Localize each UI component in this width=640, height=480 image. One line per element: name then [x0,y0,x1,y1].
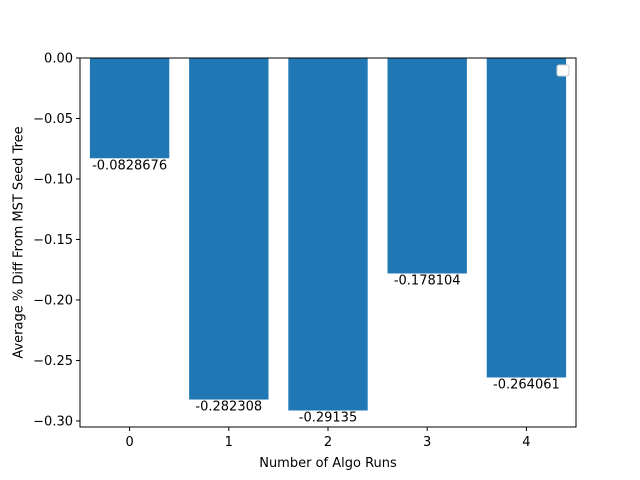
x-axis-label: Number of Algo Runs [259,456,397,471]
bar-2 [288,58,368,411]
x-tick-label: 3 [423,435,431,450]
y-tick-label: −0.25 [33,354,73,369]
data-label-0: -0.0828676 [92,158,167,173]
data-label-4: -0.264061 [493,377,560,392]
plot-area: -0.0828676 -0.282308 -0.29135 -0.178104 -0.2… [33,52,577,450]
x-tick-label: 1 [225,435,233,450]
y-tick-label: −0.15 [33,233,73,248]
data-label-2: -0.29135 [299,410,357,425]
data-label-1: -0.282308 [195,400,262,415]
y-tick-label: −0.10 [33,172,73,187]
x-tick-label: 4 [522,435,530,450]
bar-3 [387,58,467,274]
bar-1 [189,58,269,400]
y-tick-label: −0.20 [33,293,73,308]
y-tick-label: 0.00 [44,52,73,67]
bar-4 [486,58,567,378]
x-tick-label: 2 [324,435,332,450]
y-axis-label: Average % Diff From MST Seed Tree [12,126,27,358]
legend-box [556,64,570,77]
y-tick-label: −0.30 [33,414,73,429]
data-label-3: -0.178104 [394,273,461,288]
x-tick-label: 0 [125,435,133,450]
y-tick-label: −0.05 [33,112,73,127]
bar-0 [89,58,170,159]
